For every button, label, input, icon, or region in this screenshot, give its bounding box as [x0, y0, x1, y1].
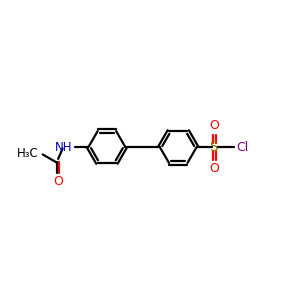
Text: O: O [53, 175, 63, 188]
Text: H₃C: H₃C [16, 147, 38, 160]
Text: NH: NH [55, 140, 72, 154]
Text: S: S [209, 140, 218, 154]
Text: O: O [209, 163, 219, 176]
Text: Cl: Cl [236, 140, 248, 154]
Text: O: O [209, 118, 219, 132]
